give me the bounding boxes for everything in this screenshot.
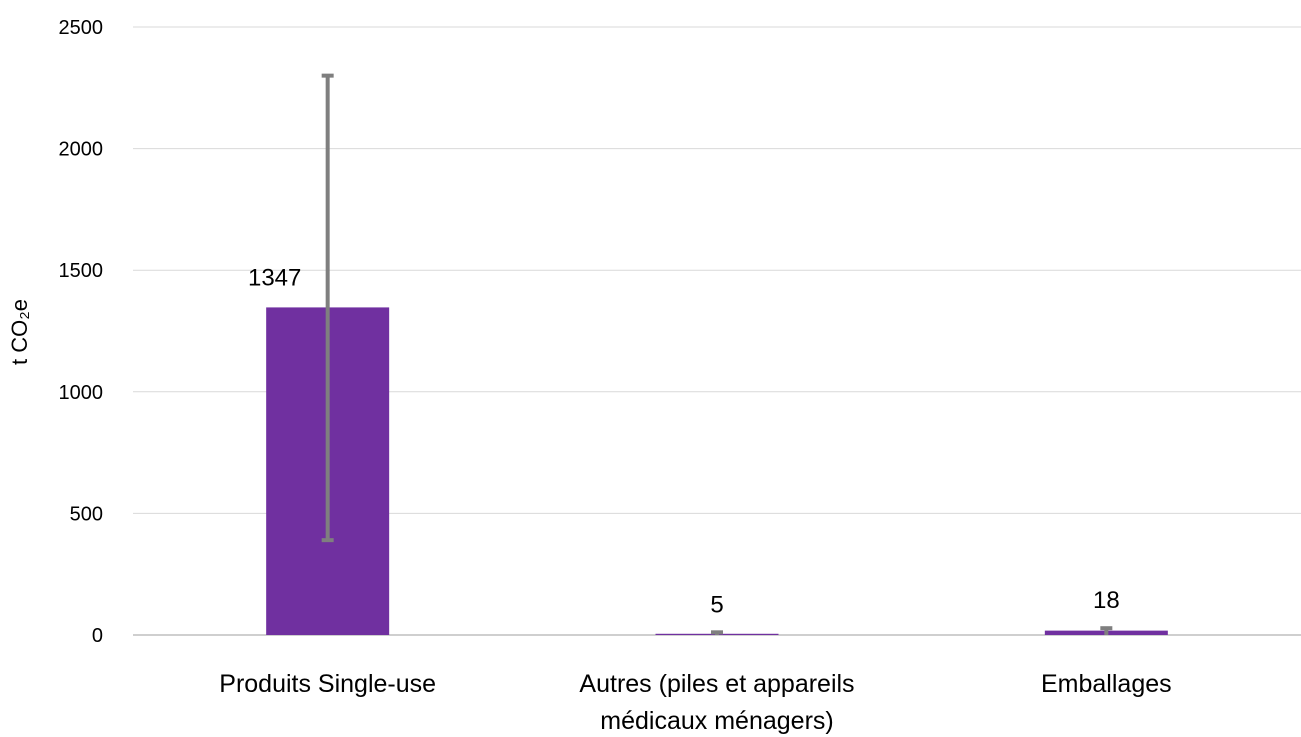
y-tick-label: 1000 bbox=[59, 382, 104, 404]
y-axis-label: t CO₂e bbox=[7, 299, 32, 365]
y-axis-tick-labels: 0 500 1000 1500 2000 2500 bbox=[59, 17, 104, 647]
y-tick-label: 0 bbox=[92, 625, 103, 647]
y-tick-label: 500 bbox=[70, 503, 103, 525]
bars bbox=[266, 307, 1168, 635]
x-category-label: Autres (piles et appareils bbox=[579, 670, 854, 698]
data-label: 1347 bbox=[248, 264, 301, 291]
y-axis-title: t CO₂e bbox=[7, 299, 32, 365]
y-tick-label: 2500 bbox=[59, 17, 104, 39]
x-category-label: médicaux ménagers) bbox=[600, 707, 833, 735]
y-tick-label: 2000 bbox=[59, 139, 104, 161]
y-tick-label: 1500 bbox=[59, 260, 104, 282]
error-bars bbox=[321, 73, 1113, 635]
x-category-label: Produits Single-use bbox=[219, 670, 436, 698]
data-labels: 1347 5 18 bbox=[248, 264, 1120, 618]
x-category-label: Emballages bbox=[1041, 670, 1172, 698]
data-label: 18 bbox=[1093, 587, 1120, 614]
x-axis-category-labels: Produits Single-use Autres (piles et appa… bbox=[219, 670, 1171, 735]
data-label: 5 bbox=[710, 591, 723, 618]
